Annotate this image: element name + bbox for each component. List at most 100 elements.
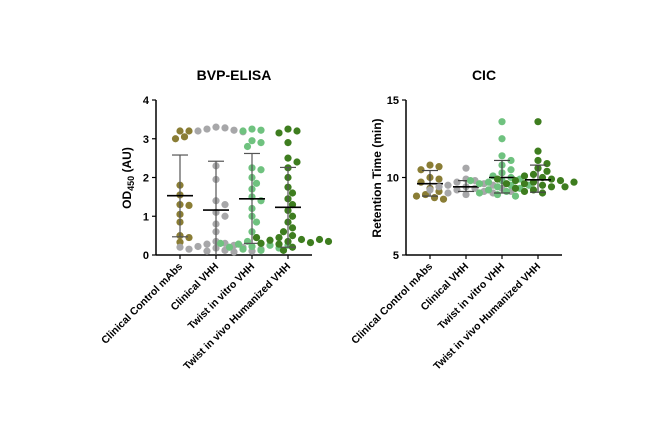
data-point	[279, 228, 288, 236]
data-point	[543, 167, 551, 175]
data-point	[435, 175, 443, 183]
data-point	[475, 189, 484, 197]
data-point	[484, 186, 493, 194]
data-point	[444, 189, 452, 197]
data-point	[520, 187, 529, 196]
data-point	[538, 181, 547, 189]
data-point	[180, 133, 189, 141]
data-point	[225, 243, 234, 251]
data-point	[284, 154, 292, 162]
data-point	[498, 118, 506, 126]
data-point	[484, 178, 493, 186]
data-point	[288, 232, 297, 240]
y-axis-label: Retention Time (min)	[370, 118, 384, 237]
data-point	[293, 127, 301, 135]
data-point	[288, 212, 297, 220]
data-point	[234, 240, 243, 248]
data-point	[417, 178, 425, 186]
y-tick-label: 10	[387, 173, 399, 185]
data-point	[324, 237, 333, 246]
data-point	[171, 135, 180, 143]
data-point	[288, 201, 297, 209]
data-point	[435, 183, 443, 191]
data-point	[288, 189, 297, 197]
data-point	[498, 135, 506, 143]
data-point	[570, 178, 578, 186]
data-point	[529, 170, 538, 178]
data-point	[252, 233, 261, 242]
x-category-label: Twist in vitro VHH	[186, 261, 257, 332]
data-point	[507, 166, 515, 174]
data-point	[275, 240, 283, 248]
data-point	[444, 181, 452, 189]
data-point	[221, 212, 229, 220]
data-point	[257, 239, 265, 247]
data-point	[221, 201, 229, 209]
data-point	[239, 127, 247, 135]
data-point	[430, 194, 439, 202]
y-tick-label: 0	[143, 250, 149, 262]
data-point	[203, 247, 211, 255]
data-point	[203, 125, 211, 133]
data-point	[185, 233, 193, 242]
data-point	[315, 235, 324, 244]
data-point	[538, 189, 547, 197]
data-point	[185, 201, 193, 209]
data-point	[194, 127, 202, 135]
data-point	[230, 248, 238, 256]
chart-title: BVP-ELISA	[197, 67, 272, 83]
data-point	[176, 243, 184, 251]
data-point	[453, 178, 461, 186]
data-point	[203, 240, 211, 248]
data-point	[306, 239, 315, 247]
data-point	[561, 183, 569, 191]
data-point	[547, 175, 556, 183]
data-point	[547, 183, 556, 191]
data-point	[417, 166, 425, 174]
data-point	[534, 147, 542, 155]
data-point	[194, 242, 202, 251]
data-point	[439, 195, 448, 203]
data-point	[498, 152, 506, 160]
y-tick-label: 2	[143, 173, 149, 185]
y-tick-label: 4	[143, 95, 150, 107]
y-label-main: OD	[120, 191, 134, 209]
data-point	[252, 218, 261, 226]
data-point	[520, 180, 529, 188]
data-point	[176, 127, 184, 135]
data-point	[507, 156, 515, 165]
data-point	[293, 158, 301, 166]
y-label-subscript: 450	[126, 176, 136, 191]
data-point	[534, 118, 542, 126]
data-point	[257, 166, 265, 174]
data-point	[475, 180, 484, 188]
data-point	[534, 156, 542, 165]
data-point	[511, 184, 520, 192]
data-point	[556, 177, 565, 185]
chart-title: CIC	[472, 67, 496, 83]
data-point	[248, 125, 256, 133]
data-point	[412, 192, 421, 200]
data-point	[185, 127, 193, 135]
data-point	[252, 179, 261, 187]
data-point	[266, 241, 274, 249]
data-point	[511, 192, 520, 200]
data-point	[257, 126, 265, 134]
y-tick-label: 15	[387, 95, 399, 107]
data-point	[493, 175, 502, 183]
data-point	[216, 239, 225, 247]
data-point	[279, 246, 288, 254]
data-point	[212, 123, 220, 131]
data-point	[275, 129, 283, 137]
data-point	[257, 139, 265, 147]
data-point	[462, 164, 470, 172]
data-point	[266, 236, 274, 244]
data-point	[230, 126, 238, 134]
data-point	[543, 159, 551, 168]
data-point	[297, 235, 306, 244]
data-point	[185, 245, 193, 253]
